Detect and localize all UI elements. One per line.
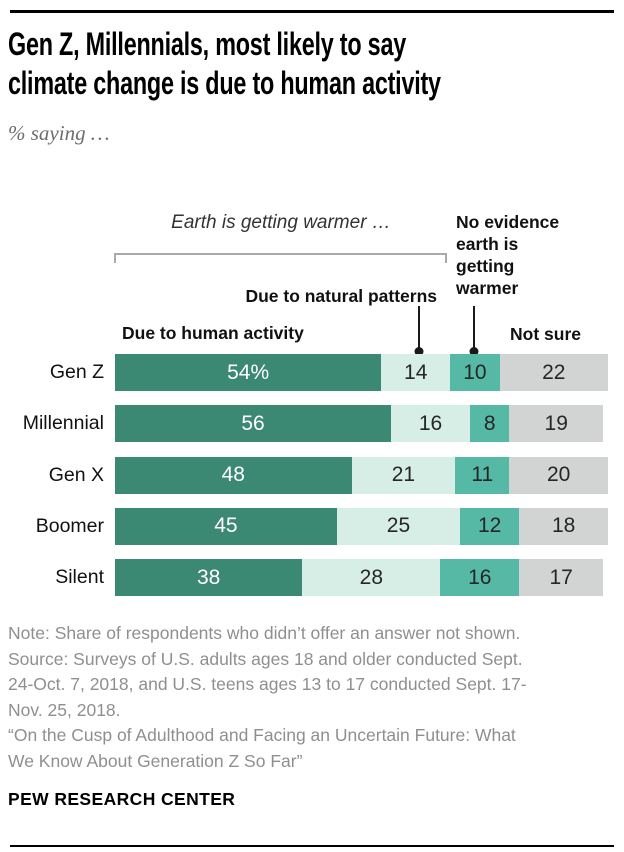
stacked-bar: 45 25 12 18 [115, 507, 608, 545]
segment-value: 38 [196, 565, 221, 589]
bar-segment: 18 [519, 507, 608, 545]
no-evidence-pointer-line [473, 306, 475, 348]
segment-value: 22 [542, 360, 566, 384]
bar-row: Millennial 56 16 8 19 [0, 405, 624, 443]
bar-segment: 17 [519, 559, 604, 597]
segment-value: 14 [404, 360, 428, 384]
segment-value: 18 [551, 514, 576, 538]
bar-row: Gen Z 54% 14 10 22 [0, 354, 624, 391]
bar-segment: 12 [460, 507, 520, 545]
earth-getting-warmer-label: Earth is getting warmer … [171, 212, 391, 233]
bar-rows: Gen Z 54% 14 10 22 Millennial 56 16 8 19 Gen X 48 21… [0, 354, 624, 610]
segment-value: 16 [468, 565, 492, 589]
segment-value: 12 [477, 514, 502, 538]
segment-value: 21 [391, 463, 416, 487]
bar-segment: 16 [391, 405, 470, 443]
stacked-bar: 54% 14 10 22 [115, 354, 608, 391]
bar-segment: 8 [469, 405, 510, 443]
chart-subtitle: % saying … [8, 121, 110, 145]
bar-segment: 16 [440, 559, 520, 597]
natural-patterns-label: Due to natural patterns [245, 286, 437, 306]
row-label: Silent [55, 566, 104, 589]
bar-row: Boomer 45 25 12 18 [0, 507, 624, 545]
segment-value: 25 [386, 514, 411, 538]
bar-segment: 56 [115, 405, 392, 443]
bar-segment: 48 [115, 456, 352, 494]
segment-value: 16 [418, 411, 443, 435]
row-label: Boomer [35, 514, 104, 537]
chart-title: Gen Z, Millennials, most likely to say c… [8, 26, 441, 101]
natural-patterns-pointer-line [418, 306, 420, 348]
bar-segment: 14 [381, 354, 451, 391]
top-rule [10, 10, 614, 13]
earth-group-bracket [114, 253, 447, 263]
no-evidence-label: No evidence earth is getting warmer [456, 212, 560, 298]
row-label: Gen X [48, 463, 104, 486]
stacked-bar: 56 16 8 19 [115, 405, 604, 443]
brand-label: PEW RESEARCH CENTER [8, 789, 236, 809]
bar-segment: 54% [115, 354, 382, 391]
bar-segment: 10 [450, 354, 500, 391]
human-activity-label: Due to human activity [122, 323, 304, 343]
segment-value: 11 [471, 463, 494, 487]
segment-value: 56 [241, 411, 265, 435]
segment-value: 54% [227, 360, 270, 384]
segment-value: 45 [214, 514, 238, 538]
segment-value: 48 [221, 463, 245, 487]
not-sure-label: Not sure [510, 324, 581, 344]
bar-segment: 19 [509, 405, 604, 443]
segment-value: 19 [544, 411, 568, 435]
segment-value: 8 [483, 411, 496, 435]
row-label: Gen Z [49, 361, 104, 383]
segment-value: 10 [463, 360, 487, 384]
bar-segment: 38 [115, 559, 303, 597]
stacked-bar: 38 28 16 17 [115, 559, 604, 597]
bar-segment: 22 [499, 354, 608, 391]
bar-row: Silent 38 28 16 17 [0, 559, 624, 597]
row-label: Millennial [22, 412, 104, 435]
segment-value: 17 [549, 565, 573, 589]
note-text: Note: Share of respondents who didn’t of… [8, 623, 527, 771]
bar-row: Gen X 48 21 11 20 [0, 456, 624, 494]
bar-segment: 45 [115, 507, 337, 545]
bottom-rule [10, 845, 614, 847]
bar-segment: 11 [455, 456, 510, 494]
bar-segment: 20 [509, 456, 608, 494]
bar-segment: 28 [302, 559, 441, 597]
segment-value: 28 [359, 565, 384, 589]
stacked-bar: 48 21 11 20 [115, 456, 608, 494]
segment-value: 20 [546, 463, 571, 487]
bar-segment: 25 [336, 507, 461, 545]
bar-segment: 21 [351, 456, 456, 494]
